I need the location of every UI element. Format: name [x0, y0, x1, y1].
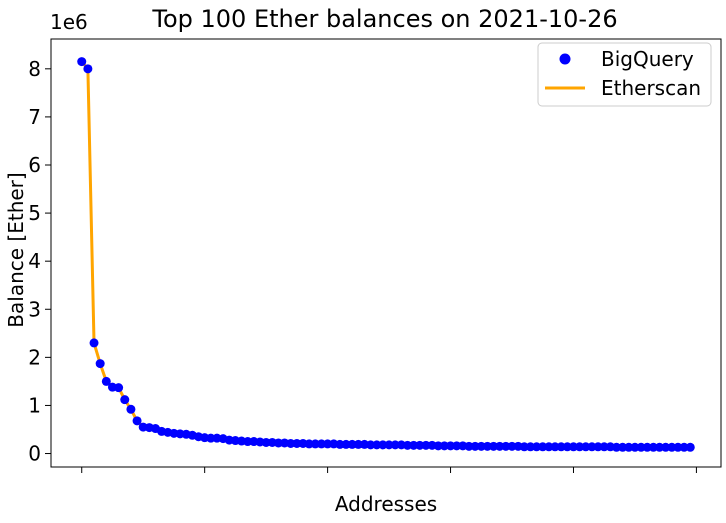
bigquery-point	[581, 442, 591, 452]
bigquery-point	[403, 440, 413, 450]
bigquery-point	[642, 442, 652, 452]
y-tick-label: 6	[28, 153, 41, 177]
bigquery-point	[83, 64, 93, 74]
y-axis-label: Balance [Ether]	[4, 172, 28, 327]
bigquery-point	[273, 438, 283, 448]
bigquery-point	[353, 439, 363, 449]
bigquery-point	[126, 404, 136, 414]
bigquery-point	[593, 442, 603, 452]
bigquery-point	[556, 442, 566, 452]
y-tick-label: 8	[28, 57, 41, 81]
y-tick-label: 1	[28, 393, 41, 417]
y-tick-label: 3	[28, 297, 41, 321]
bigquery-point	[132, 416, 142, 426]
chart-title: Top 100 Ether balances on 2021-10-26	[151, 5, 617, 33]
bigquery-point	[507, 441, 517, 451]
bigquery-point	[562, 442, 572, 452]
bigquery-point	[685, 442, 695, 452]
bigquery-point	[525, 442, 535, 452]
bigquery-point	[101, 376, 111, 386]
bigquery-point	[612, 442, 621, 452]
bigquery-point	[77, 57, 87, 67]
bigquery-point	[575, 442, 585, 452]
bigquery-point	[114, 383, 124, 393]
y-axis-offset-text: 1e6	[50, 10, 88, 34]
legend-label-bigquery: BigQuery	[601, 47, 694, 71]
bigquery-point	[661, 442, 671, 452]
bigquery-point	[618, 442, 628, 452]
bigquery-point	[655, 442, 665, 452]
bigquery-point	[599, 442, 609, 452]
bigquery-point	[310, 439, 320, 449]
y-tick-label: 0	[28, 442, 41, 466]
y-tick-label: 5	[28, 201, 41, 225]
y-tick-label: 2	[28, 345, 41, 369]
series-points-bigquery	[77, 57, 695, 452]
bigquery-point	[519, 442, 529, 452]
plot-frame	[50, 38, 722, 468]
bigquery-point	[347, 439, 357, 449]
y-axis-ticks: 0 1 2 3 4 5 6 7 8	[28, 57, 51, 466]
bigquery-point	[439, 441, 449, 451]
plot-area	[77, 57, 695, 452]
bigquery-point	[335, 439, 345, 449]
bigquery-point	[89, 338, 99, 348]
x-axis-label: Addresses	[335, 492, 437, 516]
bigquery-point	[292, 438, 302, 448]
bigquery-point	[286, 438, 296, 448]
bigquery-point	[421, 440, 431, 450]
y-tick-label: 7	[28, 105, 41, 129]
bigquery-point	[673, 442, 683, 452]
bigquery-point	[544, 442, 554, 452]
bigquery-point	[636, 442, 646, 452]
legend-label-etherscan: Etherscan	[601, 76, 701, 100]
bigquery-point	[489, 441, 499, 451]
y-tick-label: 4	[28, 249, 41, 273]
bigquery-point	[470, 441, 480, 451]
bigquery-point	[679, 442, 689, 452]
bigquery-point	[384, 440, 394, 450]
legend-marker-bigquery	[559, 53, 571, 65]
bigquery-point	[366, 440, 376, 450]
bigquery-point	[501, 441, 511, 451]
bigquery-point	[316, 439, 326, 449]
legend-frame	[537, 42, 712, 107]
bigquery-point	[538, 442, 548, 452]
x-axis-ticks	[81, 467, 697, 473]
bigquery-point	[390, 440, 400, 450]
bigquery-point	[630, 442, 640, 452]
legend: BigQuery Etherscan	[537, 42, 712, 107]
bigquery-point	[95, 359, 105, 369]
bigquery-point	[446, 441, 456, 451]
bigquery-point	[120, 395, 130, 405]
bigquery-point	[372, 440, 382, 450]
bigquery-point	[464, 441, 474, 451]
bigquery-point	[409, 440, 419, 450]
bigquery-point	[482, 441, 492, 451]
